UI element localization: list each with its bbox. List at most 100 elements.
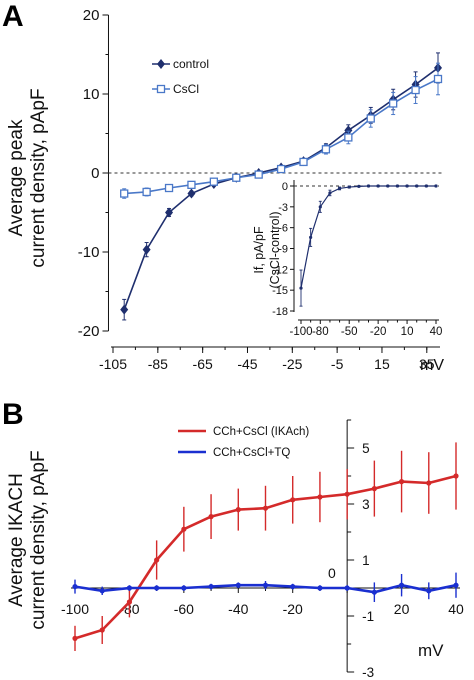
series-cscl-point — [433, 74, 443, 84]
panel-b-x-tick-label: -40 — [228, 601, 248, 617]
series-b0-point — [453, 473, 459, 479]
inset-ylabel-line2: (CsCl-control) — [268, 211, 282, 288]
series-b1-point — [262, 582, 269, 588]
series-control-point — [165, 207, 174, 218]
inset-x-tick-label: -20 — [370, 326, 387, 338]
panel-a-x-tick-label: -25 — [282, 356, 302, 372]
series-b1-point — [344, 585, 350, 591]
series-b0-point — [99, 627, 105, 633]
series-cscl-point — [389, 99, 398, 108]
panel-a-ylabel-line2: current density, pApF — [28, 88, 49, 267]
panel-b-axes: 531-1-3-100 -80 -60 -40 -20 20 40 — [61, 419, 464, 680]
inset-y-tick-label: -6 — [278, 223, 288, 235]
series-cscl-point — [321, 145, 331, 154]
panel-a-x-tick-label: -45 — [237, 356, 257, 372]
panel-b-x-tick-label: 40 — [448, 601, 464, 617]
inset-point — [299, 286, 303, 290]
series-cscl-point — [299, 157, 308, 167]
panel-a-letter: A — [2, 0, 24, 33]
inset-point — [347, 185, 351, 189]
inset-x-tick-label: 10 — [401, 326, 414, 338]
inset-x-tick-label: -50 — [341, 326, 358, 338]
series-b1-point — [398, 582, 405, 588]
inset-y-tick-label: -3 — [278, 202, 288, 214]
series-cscl-point — [276, 164, 286, 174]
panel-b-ylabel-line1: Average IKACH — [6, 473, 27, 607]
panel-b-y-tick-label: 1 — [362, 553, 370, 568]
inset-ylabel-line1: If, pA/pF — [252, 226, 266, 274]
inset-point — [337, 186, 342, 191]
legend-cscl-marker — [156, 84, 166, 94]
series-b0-point — [426, 480, 432, 486]
legend-control-marker — [157, 59, 165, 69]
panel-b-origin-label: 0 — [328, 565, 336, 581]
inset-y-tick-label: -12 — [272, 264, 288, 276]
series-cscl-point — [120, 189, 129, 198]
panel-b-legend: CCh+CsCl (IKAch) CCh+CsCl+TQ — [178, 426, 309, 459]
panel-a-legend: control CsCl — [152, 57, 209, 96]
series-b1-point — [371, 589, 377, 595]
inset-point — [395, 184, 400, 188]
series-b0-point — [72, 635, 78, 642]
panel-b-ylabel-line2: current density, pApF — [28, 450, 49, 629]
inset-plot — [299, 184, 438, 307]
inset-point — [434, 184, 438, 188]
inset-y-tick-label: -15 — [272, 285, 288, 297]
series-b1-point — [154, 585, 160, 591]
legend-ikach-label: CCh+CsCl (IKAch) — [213, 426, 309, 438]
inset-point — [357, 184, 361, 188]
panel-a-x-tick-label: -85 — [148, 356, 168, 372]
inset-background — [300, 176, 440, 311]
inset-x-tick-label: 40 — [430, 326, 443, 338]
panel-a-y-tick-label: -10 — [78, 244, 100, 261]
series-b1-point — [181, 585, 187, 591]
series-cscl-point — [164, 183, 174, 193]
series-b0-point — [398, 479, 405, 485]
panel-b-letter: B — [2, 398, 24, 431]
panel-b-y-tick-label: 3 — [362, 497, 370, 512]
series-control-point — [142, 244, 151, 255]
series-b1-point — [72, 584, 78, 590]
panel-b-y-tick-label: -1 — [362, 609, 374, 624]
series-b0-point — [126, 599, 133, 605]
panel-a-x-tick-label: -5 — [331, 356, 344, 372]
panel-a-y-tick-label: 10 — [83, 86, 100, 103]
series-b0-point — [371, 486, 377, 492]
series-cscl-point — [232, 173, 241, 182]
panel-a-inset: If, pA/pF (CsCl-control) 0 -3 -6 -9 -12 -15 -1… — [252, 176, 442, 338]
series-b1-point — [453, 582, 459, 588]
series-b0-point — [317, 494, 323, 500]
series-cscl-point — [344, 133, 353, 142]
series-cscl-point — [187, 180, 196, 190]
panel-a-x-tick-label: 15 — [374, 356, 390, 372]
panel-b-x-tick-label: -60 — [174, 601, 194, 617]
inset-y-tick-label: -18 — [272, 306, 288, 318]
series-b0-point — [208, 514, 214, 520]
series-b0-point — [262, 505, 269, 511]
panel-b-x-tick-label: -20 — [283, 601, 303, 617]
panel-a-plot — [120, 52, 443, 321]
series-control-point — [187, 188, 196, 199]
series-control-point — [344, 125, 353, 136]
series-cscl-point — [254, 170, 263, 179]
series-cscl-point — [411, 85, 420, 95]
inset-point — [376, 184, 380, 188]
series-cscl-point — [142, 187, 151, 197]
panel-a: A Average peak current density, pApF -20… — [2, 0, 444, 374]
panel-a-y-tick-label: 0 — [91, 165, 99, 182]
panel-a-x-tick-label: -65 — [193, 356, 213, 372]
inset-y-tick-label: 0 — [282, 181, 288, 193]
inset-point — [415, 184, 419, 188]
series-cscl-point — [209, 177, 219, 186]
series-b0-point — [344, 491, 350, 497]
inset-point — [424, 184, 428, 188]
series-b1-point — [290, 584, 296, 590]
series-b1-point — [317, 585, 323, 591]
panel-a-y-tick-label: -20 — [78, 323, 100, 340]
panel-b-x-tick-label: -100 — [61, 601, 89, 617]
series-b0-point — [290, 497, 296, 503]
panel-a-ylabel-line1: Average peak — [6, 119, 27, 236]
series-b1-point — [208, 584, 214, 590]
inset-x-tick-label: -100 — [289, 326, 312, 338]
legend-tq-label: CCh+CsCl+TQ — [213, 447, 290, 459]
